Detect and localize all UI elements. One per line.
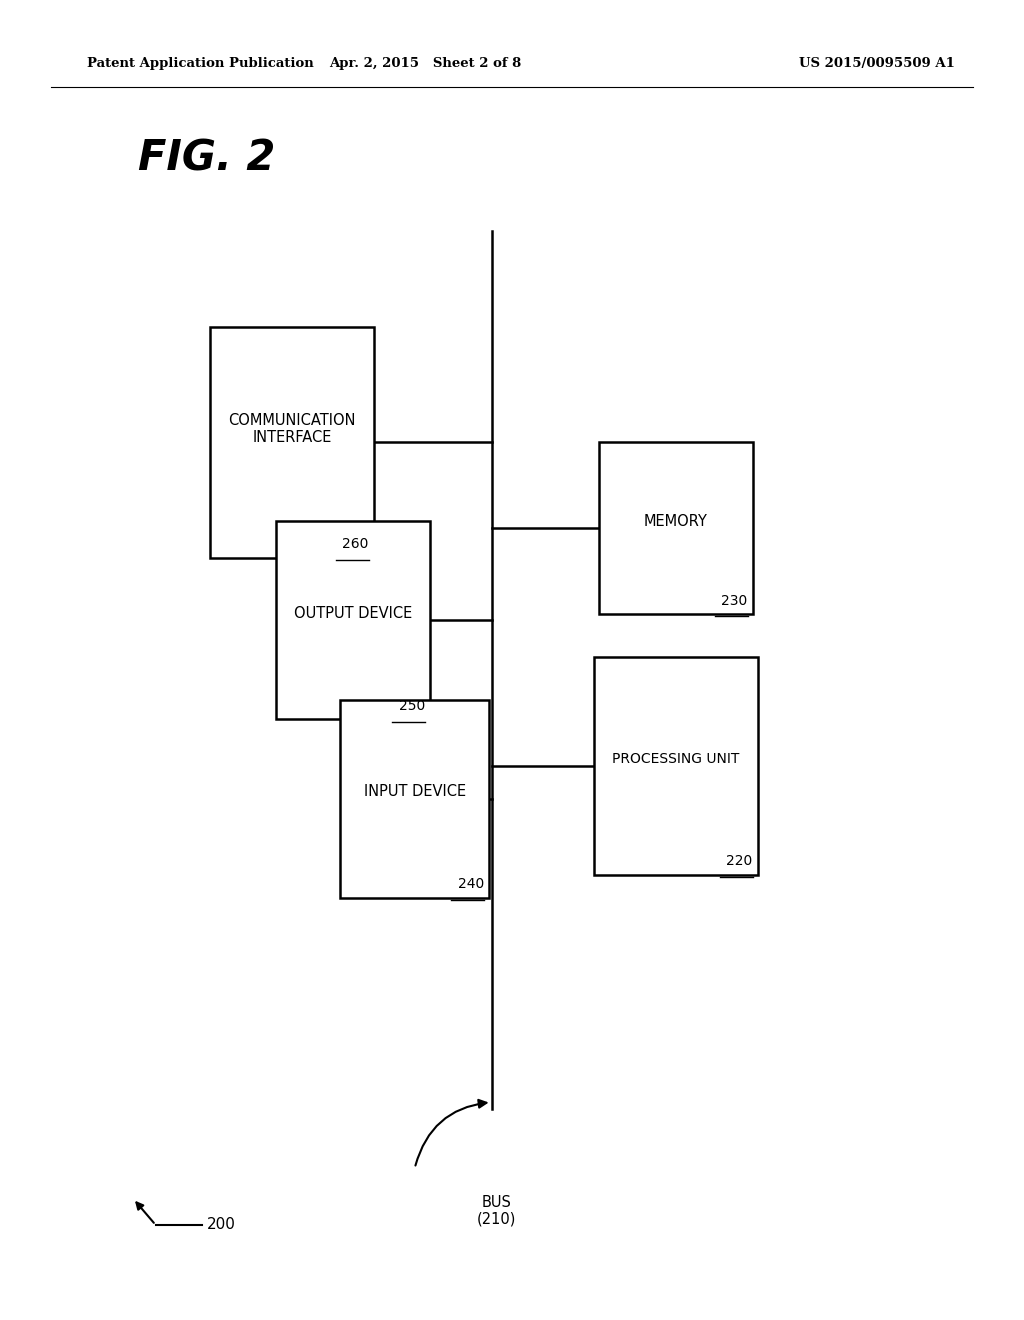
- Text: INPUT DEVICE: INPUT DEVICE: [364, 784, 466, 800]
- Text: 220: 220: [726, 854, 753, 869]
- Text: Patent Application Publication: Patent Application Publication: [87, 57, 313, 70]
- Text: Apr. 2, 2015   Sheet 2 of 8: Apr. 2, 2015 Sheet 2 of 8: [329, 57, 521, 70]
- Text: 260: 260: [342, 537, 369, 552]
- Text: OUTPUT DEVICE: OUTPUT DEVICE: [294, 606, 413, 622]
- Text: COMMUNICATION
INTERFACE: COMMUNICATION INTERFACE: [228, 413, 355, 445]
- Text: BUS
(210): BUS (210): [477, 1195, 516, 1228]
- Text: 230: 230: [721, 594, 748, 607]
- Text: 250: 250: [398, 700, 425, 713]
- Text: PROCESSING UNIT: PROCESSING UNIT: [612, 752, 739, 766]
- Text: 240: 240: [458, 878, 484, 891]
- FancyBboxPatch shape: [276, 521, 430, 719]
- Text: 200: 200: [207, 1217, 236, 1233]
- FancyBboxPatch shape: [594, 657, 758, 875]
- Text: FIG. 2: FIG. 2: [138, 137, 275, 180]
- Text: US 2015/0095509 A1: US 2015/0095509 A1: [799, 57, 954, 70]
- FancyBboxPatch shape: [599, 442, 753, 614]
- Text: MEMORY: MEMORY: [644, 513, 708, 529]
- FancyBboxPatch shape: [210, 327, 374, 557]
- FancyBboxPatch shape: [340, 700, 489, 898]
